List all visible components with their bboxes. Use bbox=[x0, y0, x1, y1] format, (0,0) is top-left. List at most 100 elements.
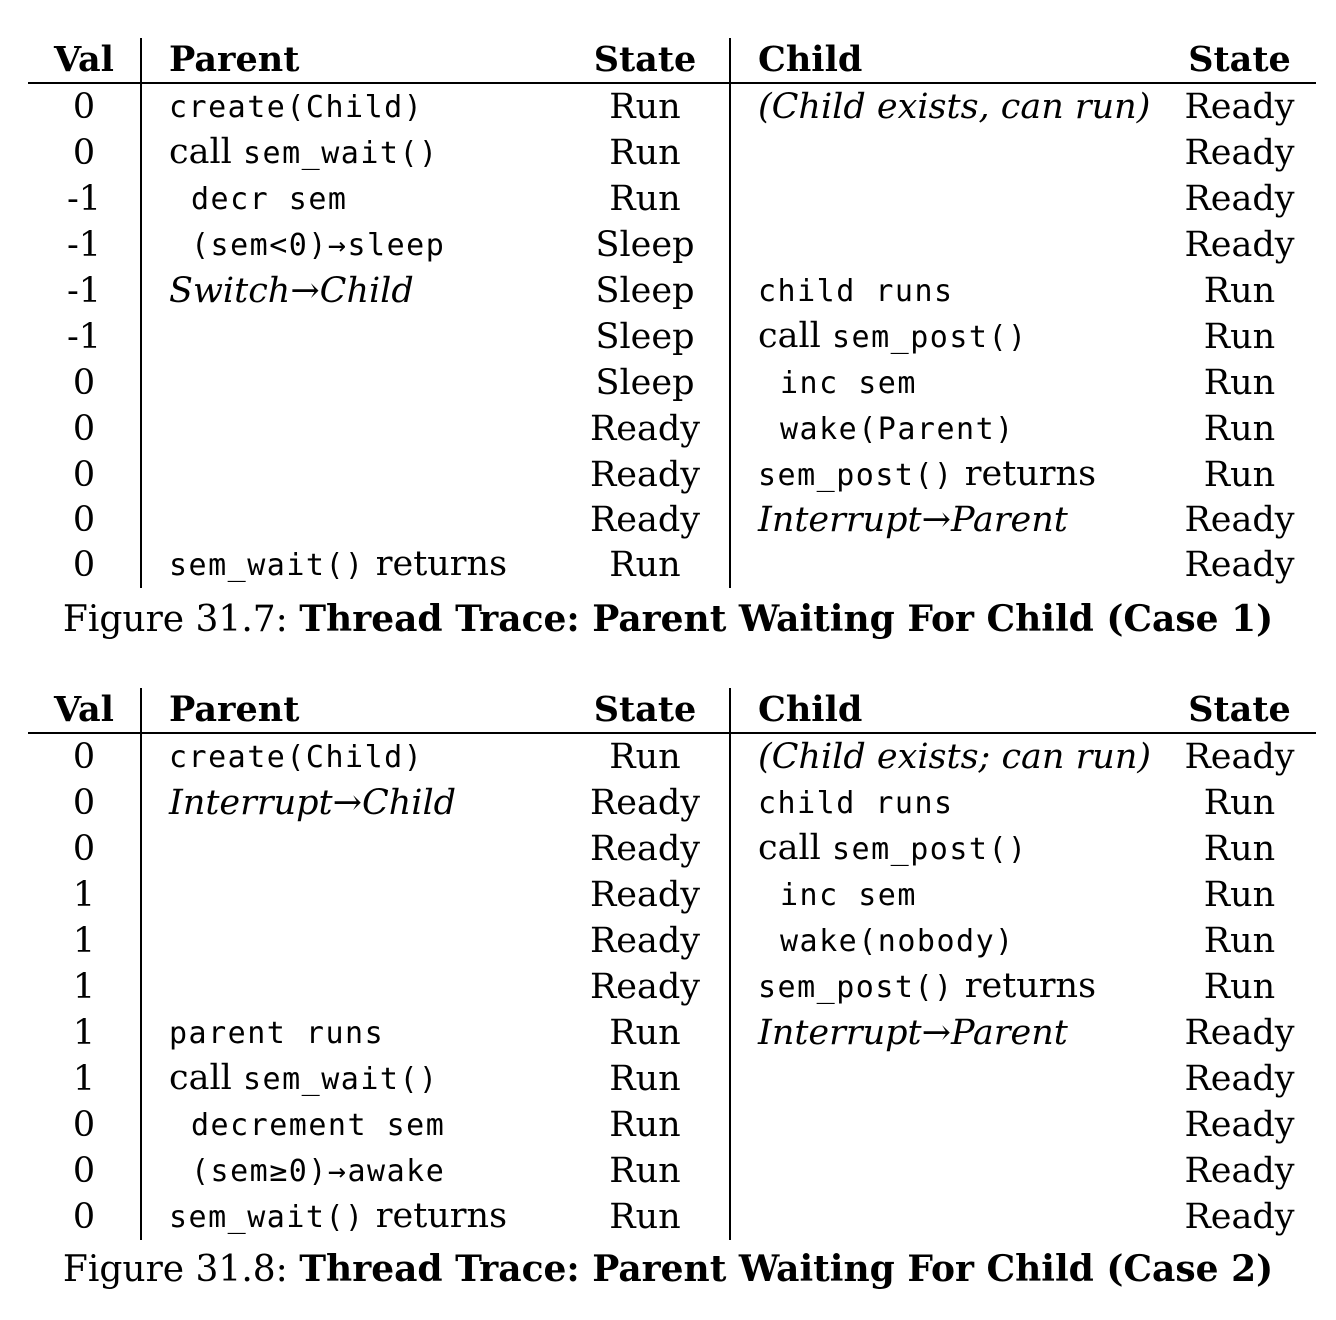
val-cell: 0 bbox=[28, 542, 142, 589]
val-cell: 0 bbox=[28, 826, 142, 872]
child-cell bbox=[730, 1148, 1163, 1194]
val-cell: 0 bbox=[28, 498, 142, 543]
table-row: 0 sem_wait() returns Run Ready bbox=[28, 1194, 1316, 1240]
table-row: 1 Ready wake(nobody) Run bbox=[28, 918, 1316, 964]
child-cell bbox=[730, 130, 1163, 176]
parent-cell bbox=[141, 498, 561, 542]
parent-cell bbox=[141, 452, 561, 498]
val-cell: -1 bbox=[28, 268, 142, 314]
cell-text-segment: Interrupt→Parent bbox=[758, 1013, 1068, 1053]
table-row: 0 (sem≥0)→awake Run Ready bbox=[28, 1148, 1316, 1194]
cell-text-segment: sem_post() bbox=[758, 458, 954, 493]
parent-cell bbox=[141, 314, 561, 360]
header-child-state: State bbox=[1188, 39, 1291, 80]
val-cell: 0 bbox=[28, 1102, 142, 1148]
parent-cell bbox=[141, 918, 561, 964]
cell-text-segment: (sem≥0)→awake bbox=[191, 1154, 446, 1189]
trace-body: 0 create(Child) Run (Child exists, can run)… bbox=[28, 83, 1316, 589]
val-cell: -1 bbox=[28, 314, 142, 360]
table-row: 0 Ready call sem_post() Run bbox=[28, 826, 1316, 872]
cell-text-segment: decrement sem bbox=[191, 1108, 446, 1143]
child-state-cell: Ready bbox=[1184, 179, 1295, 219]
child-cell: child runs bbox=[730, 268, 1163, 314]
child-cell bbox=[730, 1102, 1163, 1148]
parent-state-cell: Ready bbox=[561, 452, 731, 498]
parent-state-cell: Sleep bbox=[561, 314, 731, 360]
cell-text-segment: call bbox=[758, 828, 832, 868]
parent-cell: decr sem bbox=[141, 176, 561, 222]
figure-caption: Figure 31.8: Thread Trace: Parent Waitin… bbox=[0, 1248, 1336, 1290]
child-cell: wake(nobody) bbox=[730, 918, 1163, 964]
parent-cell: (sem<0)→sleep bbox=[141, 222, 561, 268]
val-cell: 0 bbox=[28, 780, 142, 826]
child-cell: (Child exists, can run) bbox=[730, 83, 1163, 130]
cell-text-segment: create(Child) bbox=[169, 90, 424, 125]
parent-state-cell: Ready bbox=[561, 964, 731, 1010]
cell-text-segment: (Child exists; can run) bbox=[758, 737, 1152, 777]
parent-state-cell: Run bbox=[561, 1194, 731, 1240]
header-parent-state: State bbox=[561, 38, 731, 83]
parent-cell: call sem_wait() bbox=[141, 130, 561, 176]
parent-cell: sem_wait() returns bbox=[141, 542, 561, 588]
header-child: Child bbox=[758, 689, 863, 730]
table-row: 0 create(Child) Run (Child exists, can run)… bbox=[28, 83, 1316, 130]
child-cell: sem_post() returns bbox=[730, 964, 1163, 1010]
child-cell: child runs bbox=[730, 780, 1163, 826]
parent-state-cell: Ready bbox=[561, 498, 731, 543]
child-cell bbox=[730, 222, 1163, 268]
header-child: Child bbox=[758, 39, 863, 80]
parent-cell: parent runs bbox=[141, 1010, 561, 1056]
cell-text-segment: returns bbox=[364, 544, 508, 585]
val-cell: 0 bbox=[28, 452, 142, 498]
child-cell bbox=[730, 176, 1163, 222]
child-cell: sem_post() returns bbox=[730, 452, 1163, 498]
val-cell: 0 bbox=[28, 733, 142, 780]
child-state-cell: Ready bbox=[1184, 133, 1295, 173]
parent-cell bbox=[141, 406, 561, 452]
val-cell: 0 bbox=[28, 1148, 142, 1194]
header-val: Val bbox=[28, 688, 142, 733]
child-state-cell: Run bbox=[1203, 783, 1276, 823]
trace-body: 0 create(Child) Run (Child exists; can run)… bbox=[28, 733, 1316, 1240]
cell-text-segment: child runs bbox=[758, 786, 954, 821]
cell-text-segment: Interrupt→Parent bbox=[758, 500, 1068, 541]
child-state-cell: Ready bbox=[1184, 1059, 1295, 1099]
parent-state-cell: Ready bbox=[561, 918, 731, 964]
cell-text-segment: sem_post() bbox=[758, 970, 954, 1005]
cell-text-segment: sem_post() bbox=[831, 320, 1028, 355]
table-row: 0 Sleep inc sem Run bbox=[28, 360, 1316, 406]
parent-cell: sem_wait() returns bbox=[141, 1194, 561, 1240]
child-cell bbox=[730, 1194, 1163, 1240]
child-cell: wake(Parent) bbox=[730, 406, 1163, 452]
header-val: Val bbox=[28, 38, 142, 83]
child-state-cell: Ready bbox=[1184, 1013, 1295, 1053]
val-cell: 1 bbox=[28, 1056, 142, 1102]
table-row: -1 decr sem Run Ready bbox=[28, 176, 1316, 222]
cell-text-segment: sem_wait() bbox=[242, 1062, 439, 1097]
table-row: -1 (sem<0)→sleep Sleep Ready bbox=[28, 222, 1316, 268]
parent-state-cell: Run bbox=[561, 176, 731, 222]
cell-text-segment: returns bbox=[953, 454, 1097, 494]
child-state-cell: Ready bbox=[1184, 1197, 1295, 1237]
table-row: 0 decrement sem Run Ready bbox=[28, 1102, 1316, 1148]
val-cell: 0 bbox=[28, 83, 142, 130]
parent-cell bbox=[141, 826, 561, 872]
cell-text-segment: (Child exists, can run) bbox=[758, 87, 1151, 127]
cell-text-segment: wake(Parent) bbox=[780, 412, 1015, 447]
val-cell: 1 bbox=[28, 918, 142, 964]
cell-text-segment: parent runs bbox=[169, 1016, 385, 1051]
parent-state-cell: Ready bbox=[561, 826, 731, 872]
table-row: 0 sem_wait() returns Run Ready bbox=[28, 542, 1316, 589]
parent-cell: Switch→Child bbox=[141, 268, 561, 314]
parent-state-cell: Sleep bbox=[561, 222, 731, 268]
table-row: -1 Switch→Child Sleep child runs Run bbox=[28, 268, 1316, 314]
cell-text-segment: create(Child) bbox=[169, 740, 424, 775]
parent-cell: Interrupt→Child bbox=[141, 780, 561, 826]
header-child-state: State bbox=[1188, 689, 1291, 730]
val-cell: 1 bbox=[28, 1010, 142, 1056]
parent-state-cell: Run bbox=[561, 1148, 731, 1194]
val-cell: 1 bbox=[28, 964, 142, 1010]
child-state-cell: Ready bbox=[1184, 87, 1295, 127]
table-row: 0 create(Child) Run (Child exists; can run)… bbox=[28, 733, 1316, 780]
child-state-cell: Run bbox=[1203, 271, 1276, 311]
